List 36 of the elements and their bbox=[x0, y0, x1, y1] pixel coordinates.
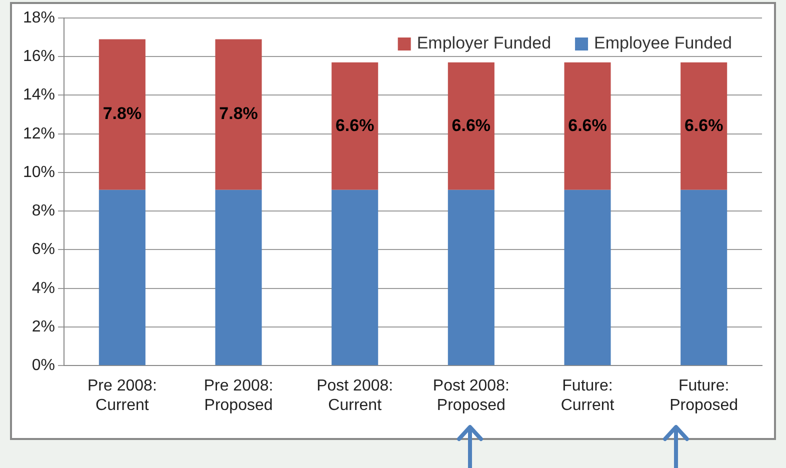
x-tick-label: Post 2008: Current bbox=[316, 378, 394, 414]
bar bbox=[98, 39, 146, 190]
bar bbox=[448, 62, 494, 190]
data-label: 6.6% bbox=[684, 116, 724, 135]
data-label: 6.6% bbox=[335, 116, 374, 135]
y-tick-label: 8% bbox=[32, 202, 56, 220]
y-tick-label: 10% bbox=[22, 164, 56, 181]
bar bbox=[215, 190, 262, 366]
data-label: 6.6% bbox=[568, 116, 607, 135]
x-tick-label: Pre 2008: Proposed bbox=[204, 378, 274, 414]
bar bbox=[680, 190, 728, 366]
legend-label: Employee Funded bbox=[594, 34, 732, 53]
bar bbox=[215, 39, 262, 190]
y-tick-label: 0% bbox=[32, 357, 56, 374]
y-tick-label: 12% bbox=[22, 125, 56, 142]
y-tick-label: 16% bbox=[22, 48, 56, 66]
bar bbox=[564, 190, 611, 366]
y-tick-label: 14% bbox=[22, 86, 56, 104]
y-tick-label: 4% bbox=[32, 280, 56, 297]
bar bbox=[448, 190, 494, 366]
x-tick-label: Pre 2008: Current bbox=[87, 378, 157, 414]
bar bbox=[98, 190, 146, 366]
bar bbox=[332, 190, 378, 366]
bar bbox=[332, 62, 378, 190]
bar bbox=[680, 62, 728, 190]
x-tick-label: Future: Current bbox=[560, 378, 615, 414]
x-tick-label: Future: Proposed bbox=[670, 378, 738, 414]
y-tick-label: 6% bbox=[32, 241, 56, 258]
y-tick-label: 18% bbox=[22, 9, 56, 26]
data-label: 7.8% bbox=[219, 104, 258, 124]
legend-label: Employer Funded bbox=[416, 34, 552, 53]
bar bbox=[564, 62, 611, 190]
data-label: 6.6% bbox=[452, 116, 491, 135]
x-tick-label: Post 2008: Proposed bbox=[432, 378, 510, 414]
y-tick-label: 2% bbox=[32, 318, 56, 336]
data-label: 7.8% bbox=[102, 104, 142, 124]
